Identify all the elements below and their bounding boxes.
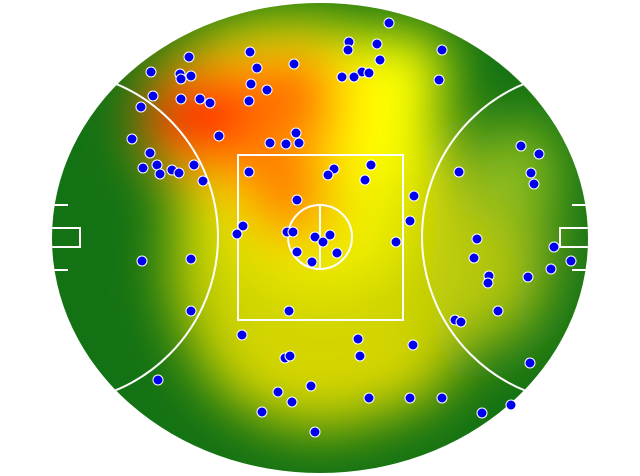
point (243, 95, 255, 107)
point (433, 74, 445, 86)
point (126, 133, 138, 145)
point (185, 305, 197, 317)
point (515, 140, 527, 152)
point (154, 168, 166, 180)
point (309, 231, 321, 243)
point (245, 78, 257, 90)
point (261, 84, 273, 96)
point (359, 174, 371, 186)
point (408, 190, 420, 202)
point (371, 38, 383, 50)
point (482, 277, 494, 289)
point (476, 407, 488, 419)
point (404, 215, 416, 227)
point (348, 71, 360, 83)
point (145, 66, 157, 78)
point (436, 44, 448, 56)
point (293, 137, 305, 149)
point (237, 220, 249, 232)
point (533, 148, 545, 160)
point (185, 70, 197, 82)
point (137, 162, 149, 174)
point (151, 159, 163, 171)
point (236, 329, 248, 341)
point (309, 426, 321, 438)
arc (421, 70, 588, 404)
point (436, 392, 448, 404)
point (407, 339, 419, 351)
point (342, 44, 354, 56)
point (468, 252, 480, 264)
point (453, 166, 465, 178)
point (197, 175, 209, 187)
point (194, 93, 206, 105)
point (288, 58, 300, 70)
point (505, 399, 517, 411)
point (185, 253, 197, 265)
point (383, 17, 395, 29)
point (492, 305, 504, 317)
point (290, 127, 302, 139)
point (175, 93, 187, 105)
point (324, 229, 336, 241)
point (565, 255, 577, 267)
point (287, 226, 299, 238)
point (317, 236, 329, 248)
point (243, 166, 255, 178)
point (135, 101, 147, 113)
point (374, 54, 386, 66)
point (284, 350, 296, 362)
point (365, 159, 377, 171)
point (244, 46, 256, 58)
point (213, 130, 225, 142)
point (231, 228, 243, 240)
point (306, 256, 318, 268)
point (175, 73, 187, 85)
point (286, 396, 298, 408)
point (522, 271, 534, 283)
point (390, 236, 402, 248)
point (331, 247, 343, 259)
point (322, 169, 334, 181)
point (545, 263, 557, 275)
point (183, 51, 195, 63)
point (152, 374, 164, 386)
point (524, 357, 536, 369)
arc (52, 70, 219, 404)
point (471, 233, 483, 245)
point (404, 392, 416, 404)
point (280, 138, 292, 150)
point (525, 167, 537, 179)
point (136, 255, 148, 267)
point (144, 147, 156, 159)
point (528, 178, 540, 190)
point (352, 333, 364, 345)
point (204, 97, 216, 109)
point (363, 67, 375, 79)
point (336, 71, 348, 83)
point (188, 159, 200, 171)
point (173, 167, 185, 179)
heat (140, 20, 560, 430)
point (147, 90, 159, 102)
point (256, 406, 268, 418)
point (251, 62, 263, 74)
point (272, 386, 284, 398)
point (264, 137, 276, 149)
point (291, 246, 303, 258)
point (291, 194, 303, 206)
point (455, 316, 467, 328)
point (305, 380, 317, 392)
point (363, 392, 375, 404)
point (354, 350, 366, 362)
point (283, 305, 295, 317)
point (548, 241, 560, 253)
